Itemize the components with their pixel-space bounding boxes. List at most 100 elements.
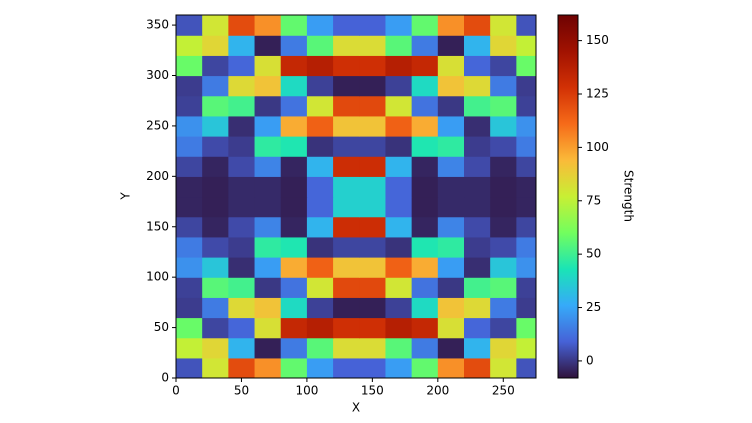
heatmap-cell <box>202 35 229 56</box>
heatmap-cell <box>176 357 203 378</box>
heatmap-cell <box>280 216 308 238</box>
heatmap-cell <box>516 277 536 298</box>
y-tick-label: 50 <box>154 320 169 334</box>
heatmap-cell <box>176 156 203 177</box>
heatmap-cell <box>411 196 439 218</box>
heatmap-cell <box>176 75 203 97</box>
heatmap-cell <box>359 297 387 319</box>
heatmap-cell <box>254 357 282 378</box>
heatmap-cell <box>359 277 387 298</box>
heatmap-cell <box>280 337 308 359</box>
heatmap-cell <box>176 277 203 298</box>
heatmap-cell <box>437 236 465 258</box>
x-tick-label: 0 <box>172 384 180 398</box>
heatmap-cell <box>385 216 413 238</box>
heatmap-cell <box>490 317 517 339</box>
heatmap-cell <box>385 337 413 359</box>
heatmap-cell <box>306 357 334 378</box>
y-tick-label: 0 <box>161 371 169 385</box>
heatmap-cell <box>333 115 360 137</box>
heatmap-cell <box>202 236 229 258</box>
heatmap-cell <box>411 75 439 97</box>
heatmap-cell <box>359 257 387 278</box>
heatmap-cell <box>437 95 465 117</box>
heatmap-cell <box>490 156 517 177</box>
heatmap-cell <box>280 75 308 97</box>
heatmap-cell <box>228 115 256 137</box>
heatmap-cell <box>359 317 387 339</box>
heatmap-cell <box>437 75 465 97</box>
heatmap-cell <box>385 35 413 56</box>
heatmap-cell <box>359 357 387 378</box>
heatmap-cell <box>333 357 360 378</box>
heatmap-cell <box>202 55 229 77</box>
y-tick-label: 200 <box>146 169 169 183</box>
heatmap-cell <box>490 15 517 36</box>
heatmap-cell <box>464 35 491 56</box>
heatmap-cell <box>254 115 282 137</box>
heatmap-cell <box>464 216 491 238</box>
heatmap-cell <box>176 55 203 77</box>
heatmap-cell <box>228 75 256 97</box>
colorbar-tick-label: 25 <box>586 300 601 314</box>
heatmap-cell <box>176 115 203 137</box>
heatmap-cell <box>254 236 282 258</box>
heatmap-cell <box>228 277 256 298</box>
x-axis-label: X <box>352 401 360 415</box>
x-tick-label: 200 <box>426 384 449 398</box>
heatmap-cell <box>437 15 465 36</box>
heatmap-cell <box>254 156 282 177</box>
heatmap-cell <box>359 176 387 198</box>
heatmap-cell <box>306 136 334 157</box>
heatmap-cell <box>411 35 439 56</box>
heatmap-cell <box>202 196 229 218</box>
heatmap-cell <box>516 317 536 339</box>
heatmap-cell <box>411 277 439 298</box>
heatmap-cell <box>306 55 334 77</box>
heatmap-cell <box>333 297 360 319</box>
heatmap-cell <box>254 297 282 319</box>
heatmap-cell <box>280 35 308 56</box>
heatmap-cell <box>385 156 413 177</box>
heatmap-cell <box>516 95 536 117</box>
heatmap-cell <box>437 156 465 177</box>
y-tick-label: 100 <box>146 270 169 284</box>
heatmap-cell <box>411 297 439 319</box>
heatmap-cell <box>254 75 282 97</box>
heatmap-cell <box>202 95 229 117</box>
heatmap-cell <box>411 257 439 278</box>
heatmap-cell <box>385 236 413 258</box>
heatmap-cell <box>437 115 465 137</box>
colorbar-tick-label: 75 <box>586 193 601 207</box>
heatmap-cell <box>437 337 465 359</box>
heatmap-cell <box>254 95 282 117</box>
heatmap-cell <box>490 297 517 319</box>
heatmap-cell <box>306 95 334 117</box>
heatmap-cell <box>333 337 360 359</box>
heatmap-cell <box>176 236 203 258</box>
heatmap-cell <box>385 297 413 319</box>
heatmap-cell <box>176 297 203 319</box>
heatmap-cell <box>516 196 536 218</box>
heatmap-cell <box>202 277 229 298</box>
heatmap-cell <box>333 277 360 298</box>
heatmap-cell <box>306 297 334 319</box>
heatmap-cell <box>333 216 360 238</box>
heatmap-cell <box>464 136 491 157</box>
heatmap-cell <box>176 15 203 36</box>
heatmap-cell <box>333 95 360 117</box>
heatmap-cell <box>280 156 308 177</box>
heatmap-cell <box>464 357 491 378</box>
heatmap-cell <box>464 257 491 278</box>
heatmap-cell <box>202 317 229 339</box>
heatmap-cell <box>202 216 229 238</box>
heatmap-cell <box>385 15 413 36</box>
heatmap-cell <box>385 136 413 157</box>
heatmap-cell <box>516 15 536 36</box>
heatmap-cell <box>228 317 256 339</box>
heatmap-cell <box>333 35 360 56</box>
heatmap-cell <box>228 357 256 378</box>
heatmap-cell <box>176 257 203 278</box>
heatmap-cell <box>411 15 439 36</box>
